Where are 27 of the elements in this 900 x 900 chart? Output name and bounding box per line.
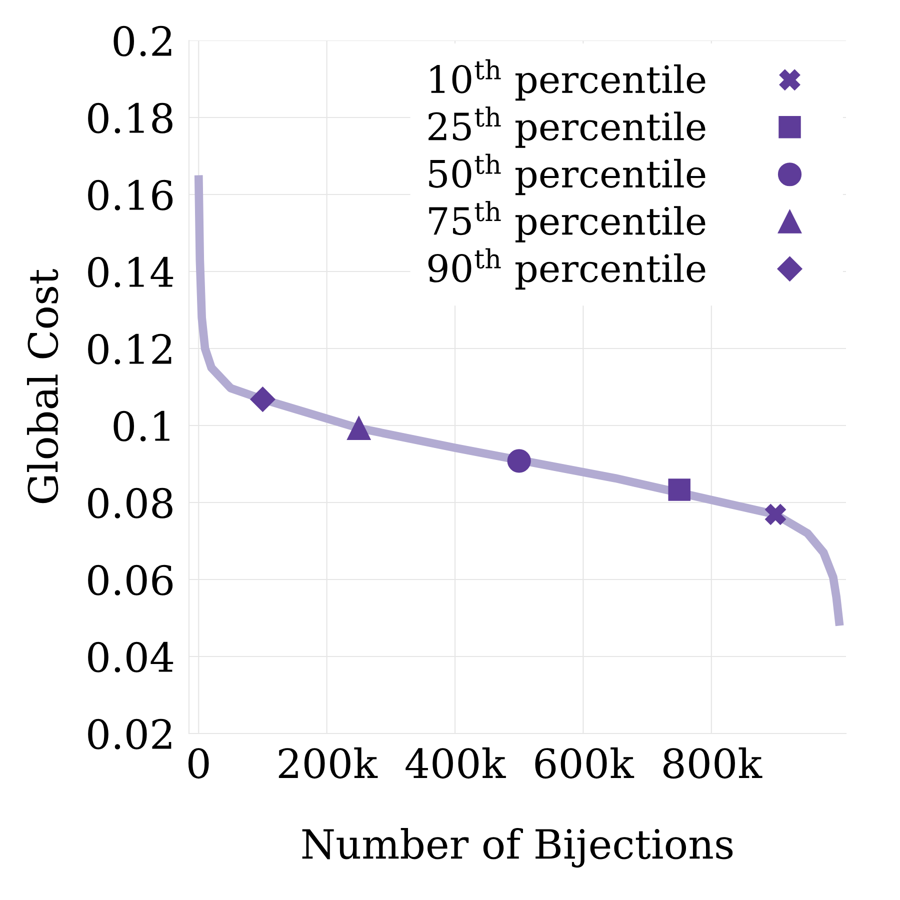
x-tick-label: 400k xyxy=(406,747,506,779)
point xyxy=(765,504,786,525)
x-axis-title: Number of Bijections xyxy=(302,828,733,868)
legend-label: 10$^{th}$ percentile xyxy=(430,59,706,101)
y-tick-label: 0.02 xyxy=(88,718,172,750)
legend-label: 90$^{th}$ percentile xyxy=(428,248,706,290)
y-tick-label: 0.12 xyxy=(88,334,172,364)
y-tick-label: 0.2 xyxy=(114,26,172,56)
x-tick-label: 0 xyxy=(188,748,209,779)
x-tick-label: 600k xyxy=(535,747,634,779)
y-tick-label: 0.16 xyxy=(88,180,173,210)
y-tick-label: 0.06 xyxy=(88,564,173,596)
point xyxy=(347,416,371,440)
point xyxy=(668,478,690,501)
legend-label: 75$^{th}$ percentile xyxy=(429,201,706,242)
y-axis-title: Global Cost xyxy=(27,268,58,504)
x-tick-label: 800k xyxy=(663,747,762,779)
legend-label: 25$^{th}$ percentile xyxy=(428,106,706,148)
x-tick-label: 200k xyxy=(278,747,378,779)
y-tick-label: 0.18 xyxy=(88,102,172,134)
y-tick-label: 0.1 xyxy=(114,410,170,442)
point xyxy=(250,386,276,412)
legend-label: 50$^{th}$ percentile xyxy=(429,154,706,196)
y-tick-label: 0.14 xyxy=(88,256,174,288)
y-tick-label: 0.04 xyxy=(88,642,174,672)
point xyxy=(507,449,531,473)
y-tick-label: 0.08 xyxy=(88,488,172,518)
